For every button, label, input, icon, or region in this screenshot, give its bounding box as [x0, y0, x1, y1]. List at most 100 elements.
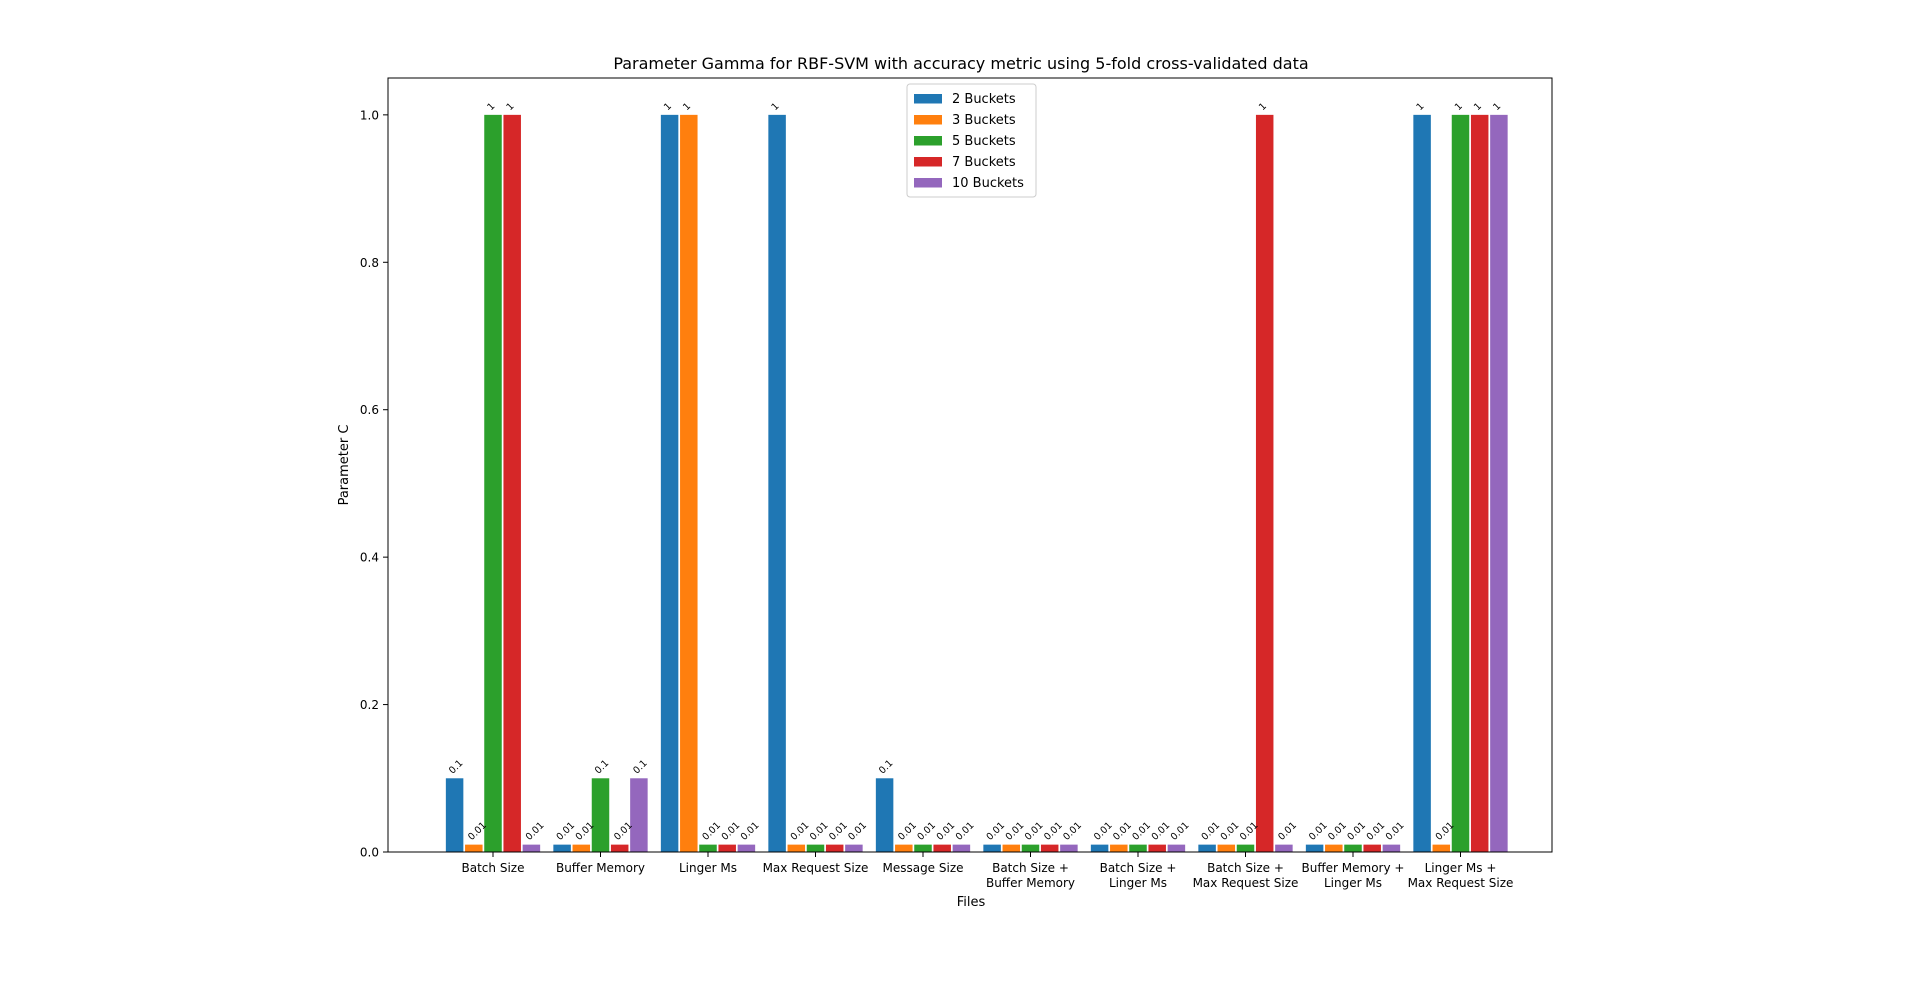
- bar-label-1-4: 0.01: [896, 820, 919, 843]
- legend: 2 Buckets 3 Buckets 5 Buckets 7 Buckets 10 B…: [906, 83, 1037, 198]
- y-tick-label: 0.2: [360, 698, 379, 712]
- bar-label-4-8: 0.01: [1384, 820, 1407, 843]
- bar-label-4-7: 0.01: [1276, 820, 1299, 843]
- bar-4-2: [737, 844, 756, 852]
- bar-label-2-3: 0.01: [808, 820, 831, 843]
- bar-1-2: [680, 114, 698, 853]
- x-tick-label: Buffer Memory: [556, 861, 645, 875]
- bar-4-3: [845, 844, 863, 852]
- bar-0-9: [1413, 114, 1431, 853]
- bar-2-9: [1451, 114, 1470, 853]
- x-tick-label: Linger Ms: [1324, 876, 1382, 890]
- legend-entry: 7 Buckets: [952, 155, 1016, 170]
- x-tick-label: Max Request Size: [763, 861, 869, 875]
- bar-label-0-1: 0.01: [554, 820, 577, 843]
- bar-label-4-1: 0.1: [631, 758, 649, 776]
- legend-entry: 2 Buckets: [952, 92, 1016, 107]
- bar-label-3-8: 0.01: [1365, 820, 1388, 843]
- chart-title: Parameter Gamma for RBF-SVM with accurac…: [613, 54, 1308, 73]
- bar-0-7: [1198, 844, 1216, 852]
- x-tick-label: Max Request Size: [1193, 876, 1299, 890]
- bar-4-9: [1490, 114, 1508, 853]
- bar-1-1: [572, 844, 591, 852]
- bar-3-2: [718, 844, 736, 852]
- x-tick-label: Max Request Size: [1408, 876, 1514, 890]
- bar-1-0: [465, 844, 483, 852]
- bar-3-1: [610, 844, 629, 852]
- bars-group: [445, 114, 1508, 853]
- bar-1-9: [1432, 844, 1451, 852]
- bar-label-4-3: 0.01: [846, 820, 869, 843]
- bar-label-0-9: 1: [1414, 101, 1426, 113]
- bar-label-0-8: 0.01: [1307, 820, 1330, 843]
- x-axis-label: Files: [957, 895, 986, 910]
- x-tick-label: Batch Size +: [1100, 861, 1177, 875]
- bar-4-0: [522, 844, 541, 852]
- bar-4-8: [1382, 844, 1401, 852]
- legend-swatch: [914, 136, 942, 146]
- legend-entry: 10 Buckets: [952, 176, 1024, 191]
- x-tick-label: Batch Size +: [992, 861, 1069, 875]
- bar-2-3: [806, 844, 825, 852]
- y-tick-label: 0.8: [360, 256, 379, 270]
- x-tick-label: Linger Ms: [679, 861, 737, 875]
- bar-0-0: [445, 778, 464, 852]
- legend-swatch: [914, 178, 942, 188]
- bar-3-8: [1363, 844, 1381, 852]
- bar-label-0-2: 1: [662, 101, 674, 113]
- bar-3-9: [1470, 114, 1489, 853]
- bar-label-0-3: 1: [769, 101, 781, 113]
- bar-3-0: [503, 114, 521, 853]
- bar-2-4: [914, 844, 932, 852]
- bar-label-2-1: 0.1: [593, 758, 611, 776]
- bar-3-5: [1040, 844, 1059, 852]
- legend-entry: 5 Buckets: [952, 134, 1016, 149]
- bar-3-7: [1255, 114, 1274, 853]
- bar-1-5: [1002, 844, 1021, 852]
- bar-label-2-8: 0.01: [1345, 820, 1368, 843]
- legend-swatch: [914, 94, 942, 104]
- legend-entry: 3 Buckets: [952, 113, 1016, 128]
- bar-label-1-6: 0.01: [1111, 820, 1134, 843]
- bar-label-4-5: 0.01: [1061, 820, 1084, 843]
- bar-label-3-2: 0.01: [720, 820, 743, 843]
- bar-4-1: [630, 778, 648, 852]
- bar-label-3-9: 1: [1472, 101, 1484, 113]
- bar-label-0-5: 0.01: [984, 820, 1007, 843]
- y-tick-label: 0.6: [360, 403, 379, 417]
- bar-4-6: [1167, 844, 1186, 852]
- bar-label-2-9: 1: [1453, 101, 1465, 113]
- bar-label-0-0: 0.1: [447, 758, 465, 776]
- bar-label-1-8: 0.01: [1326, 820, 1349, 843]
- bar-1-7: [1217, 844, 1236, 852]
- bar-label-4-6: 0.01: [1169, 820, 1192, 843]
- x-axis: Batch Size Buffer Memory Linger Ms Max Requ…: [462, 852, 1514, 890]
- bar-3-6: [1148, 844, 1166, 852]
- legend-swatch: [914, 115, 942, 125]
- x-tick-label: Buffer Memory +: [1302, 861, 1405, 875]
- bar-2-8: [1344, 844, 1362, 852]
- bar-label-3-7: 1: [1257, 101, 1269, 113]
- x-tick-label: Linger Ms: [1109, 876, 1167, 890]
- bar-label-3-5: 0.01: [1042, 820, 1065, 843]
- bar-3-4: [933, 844, 951, 852]
- bar-1-6: [1110, 844, 1128, 852]
- bar-2-7: [1236, 844, 1255, 852]
- bar-label-1-7: 0.01: [1219, 820, 1242, 843]
- y-tick-label: 1.0: [360, 108, 379, 122]
- bar-1-3: [787, 844, 806, 852]
- bar-label-2-2: 0.01: [700, 820, 723, 843]
- y-axis-label: Parameter C: [337, 425, 352, 506]
- x-tick-label: Batch Size +: [1207, 861, 1284, 875]
- bar-1-4: [895, 844, 913, 852]
- bar-label-3-3: 0.01: [827, 820, 850, 843]
- bar-label-0-6: 0.01: [1092, 820, 1115, 843]
- y-axis: 0.0 0.2 0.4 0.6 0.8 1.0: [360, 108, 388, 860]
- bar-label-0-4: 0.1: [877, 758, 895, 776]
- bar-4-7: [1275, 844, 1293, 852]
- x-tick-label: Message Size: [882, 861, 963, 875]
- bar-2-2: [699, 844, 717, 852]
- x-tick-label: Linger Ms +: [1425, 861, 1497, 875]
- y-tick-label: 0.0: [360, 846, 379, 860]
